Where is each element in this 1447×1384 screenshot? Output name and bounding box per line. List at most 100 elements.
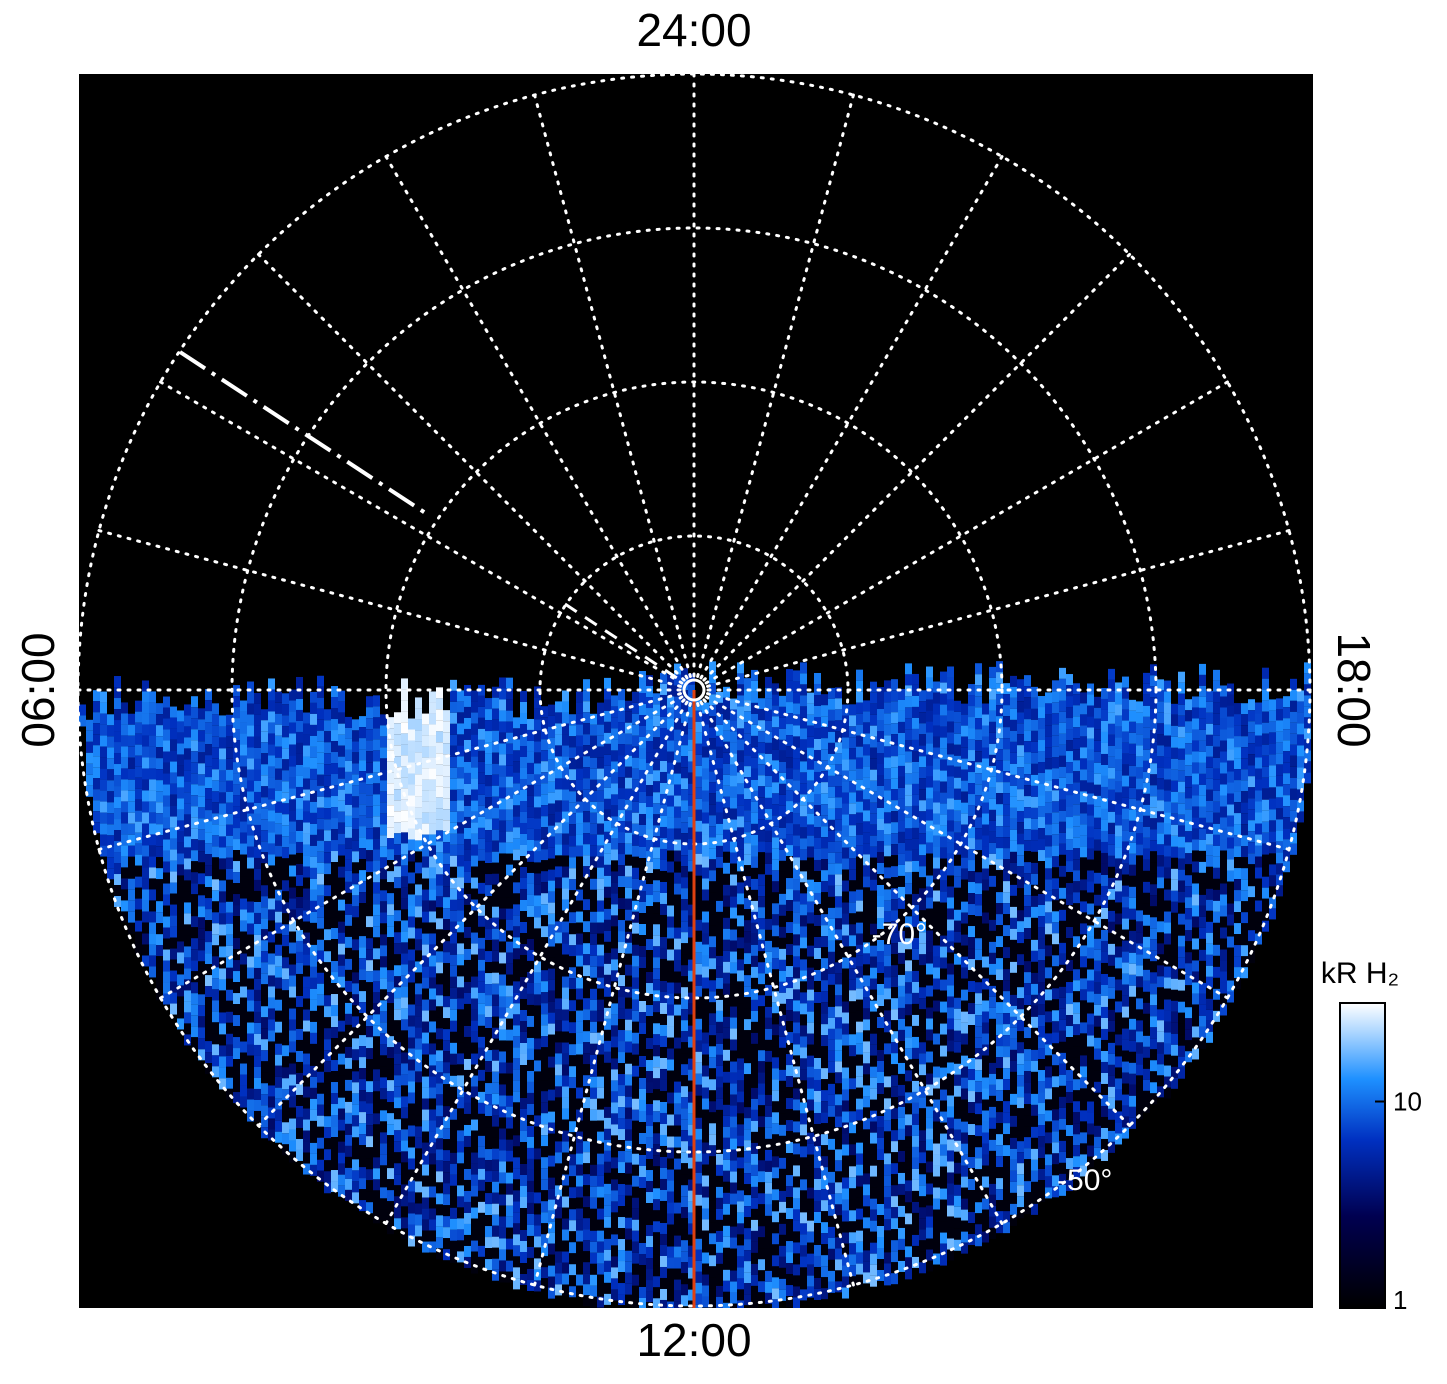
emission-pixel — [373, 739, 380, 751]
emission-pixel — [373, 794, 380, 806]
emission-pixel — [835, 720, 842, 732]
emission-pixel — [401, 810, 408, 822]
emission-pixel — [779, 1113, 786, 1125]
emission-pixel — [569, 1231, 576, 1243]
emission-pixel — [807, 703, 814, 715]
emission-pixel — [121, 856, 128, 868]
emission-pixel — [541, 805, 548, 817]
emission-pixel — [219, 891, 226, 903]
emission-pixel — [555, 1053, 562, 1065]
emission-pixel — [527, 1169, 534, 1181]
emission-pixel — [317, 917, 324, 929]
emission-pixel — [415, 983, 422, 995]
emission-pixel — [408, 1180, 415, 1192]
emission-pixel — [254, 923, 261, 935]
emission-pixel — [618, 1118, 625, 1130]
emission-pixel — [828, 1237, 835, 1249]
emission-pixel — [793, 934, 800, 946]
emission-pixel — [597, 724, 604, 736]
emission-pixel — [758, 1017, 765, 1029]
emission-pixel — [422, 713, 429, 725]
emission-pixel — [492, 972, 499, 984]
emission-pixel — [394, 1207, 401, 1219]
emission-pixel — [324, 885, 331, 897]
emission-pixel — [436, 896, 443, 908]
emission-pixel — [660, 1123, 667, 1135]
emission-pixel — [744, 788, 751, 800]
emission-pixel — [443, 831, 450, 843]
emission-pixel — [520, 1218, 527, 1230]
emission-pixel — [723, 708, 730, 720]
emission-pixel — [233, 927, 240, 939]
emission-pixel — [366, 905, 373, 917]
emission-pixel — [205, 700, 212, 712]
emission-pixel — [331, 686, 338, 698]
emission-pixel — [156, 747, 163, 759]
emission-pixel — [674, 729, 681, 741]
emission-pixel — [821, 738, 828, 750]
emission-pixel — [772, 1068, 779, 1080]
emission-pixel — [226, 791, 233, 803]
emission-pixel — [667, 850, 674, 862]
emission-pixel — [751, 1076, 758, 1088]
emission-pixel — [485, 1182, 492, 1194]
emission-pixel — [695, 853, 702, 865]
emission-pixel — [310, 834, 317, 846]
emission-pixel — [737, 1080, 744, 1092]
emission-pixel — [597, 735, 604, 747]
emission-pixel — [247, 846, 254, 858]
emission-pixel — [814, 815, 821, 827]
emission-pixel — [520, 745, 527, 757]
emission-pixel — [401, 1063, 408, 1075]
emission-pixel — [569, 747, 576, 759]
emission-pixel — [184, 968, 191, 980]
emission-pixel — [562, 723, 569, 735]
emission-pixel — [716, 878, 723, 890]
emission-pixel — [366, 740, 373, 752]
emission-pixel — [590, 944, 597, 956]
emission-pixel — [667, 1059, 674, 1071]
emission-pixel — [359, 892, 366, 904]
emission-pixel — [366, 773, 373, 785]
emission-pixel — [275, 988, 282, 1000]
emission-pixel — [597, 1219, 604, 1231]
emission-pixel — [667, 1257, 674, 1269]
emission-pixel — [800, 893, 807, 905]
emission-pixel — [100, 691, 107, 703]
emission-pixel — [450, 1119, 457, 1131]
emission-pixel — [730, 1303, 737, 1308]
emission-pixel — [156, 934, 163, 946]
emission-pixel — [772, 727, 779, 739]
emission-pixel — [576, 1098, 583, 1110]
emission-pixel — [520, 965, 527, 977]
emission-pixel — [317, 675, 324, 687]
emission-pixel — [394, 745, 401, 757]
emission-pixel — [807, 1264, 814, 1276]
emission-pixel — [191, 1026, 198, 1038]
emission-pixel — [646, 928, 653, 940]
emission-pixel — [464, 1179, 471, 1191]
emission-pixel — [219, 880, 226, 892]
emission-pixel — [730, 1248, 737, 1260]
emission-pixel — [506, 798, 513, 810]
emission-pixel — [730, 896, 737, 908]
emission-pixel — [660, 771, 667, 783]
emission-pixel — [779, 1014, 786, 1026]
emission-pixel — [779, 1146, 786, 1158]
emission-pixel — [730, 786, 737, 798]
emission-pixel — [275, 1109, 282, 1121]
emission-pixel — [436, 1248, 443, 1260]
emission-pixel — [233, 1037, 240, 1049]
emission-pixel — [597, 823, 604, 835]
emission-pixel — [716, 1296, 723, 1308]
emission-pixel — [170, 959, 177, 971]
emission-pixel — [541, 1069, 548, 1081]
emission-pixel — [730, 1017, 737, 1029]
emission-pixel — [443, 930, 450, 942]
emission-pixel — [758, 874, 765, 886]
emission-pixel — [541, 1179, 548, 1191]
emission-pixel — [191, 850, 198, 862]
emission-pixel — [401, 1107, 408, 1119]
emission-pixel — [345, 749, 352, 761]
